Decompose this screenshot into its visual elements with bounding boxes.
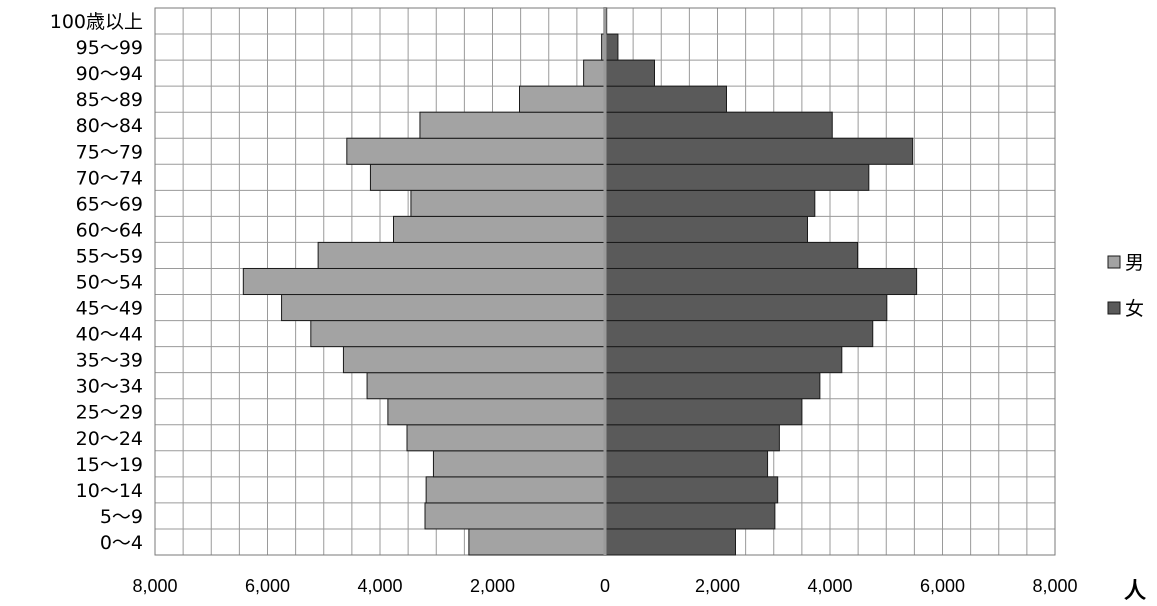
bar-male-4 [406, 424, 606, 452]
category-label: 100歳以上 [50, 11, 143, 33]
bar-female-17 [604, 85, 727, 113]
legend-swatch [1107, 301, 1121, 315]
category-label: 80〜84 [76, 115, 143, 137]
legend-label: 女 [1125, 298, 1144, 320]
x-tick-label: 4,000 [357, 576, 402, 596]
bar-male-18 [583, 59, 606, 87]
category-label: 55〜59 [76, 245, 143, 267]
bar-male-15 [346, 137, 606, 165]
category-label: 25〜29 [76, 402, 143, 424]
category-label: 50〜54 [76, 272, 143, 294]
bar-female-1 [604, 502, 776, 530]
tick-labels: 8,000 6,000 4,000 2,000 0 2,000 4,000 6,000 8,00… [132, 576, 1077, 596]
category-label: 35〜39 [76, 350, 143, 372]
bar-male-13 [410, 189, 606, 217]
bar-male-1 [424, 502, 606, 530]
bars [242, 7, 918, 556]
bar-male-7 [342, 346, 606, 374]
x-tick-label: 4,000 [807, 576, 852, 596]
bar-male-8 [310, 320, 606, 348]
x-tick-label: 6,000 [245, 576, 290, 596]
x-tick-label: 2,000 [470, 576, 515, 596]
bar-female-18 [604, 59, 655, 87]
bar-female-2 [604, 476, 779, 504]
category-labels: 0〜4 5〜9 10〜14 15〜19 20〜24 25〜29 30〜34 35〜39 40〜4… [50, 11, 143, 554]
category-label: 15〜19 [76, 454, 143, 476]
bar-male-6 [366, 372, 606, 400]
bar-female-4 [604, 424, 780, 452]
bar-male-17 [519, 85, 606, 113]
category-label: 85〜89 [76, 89, 143, 111]
legend-swatch [1107, 255, 1121, 269]
bar-female-6 [604, 372, 821, 400]
bar-female-10 [604, 267, 918, 296]
bar-female-13 [604, 189, 816, 217]
bar-male-2 [425, 476, 606, 504]
category-label: 75〜79 [76, 141, 143, 163]
category-label: 90〜94 [76, 63, 143, 85]
category-label: 40〜44 [76, 324, 143, 346]
category-label: 45〜49 [76, 298, 143, 320]
bar-female-19 [604, 33, 619, 61]
bar-female-11 [604, 241, 859, 269]
bar-male-14 [369, 163, 606, 191]
bar-female-5 [604, 398, 803, 426]
bar-female-12 [604, 215, 808, 243]
bar-female-0 [604, 528, 736, 556]
x-tick-label: 6,000 [920, 576, 965, 596]
legend: 男女 [1107, 252, 1144, 320]
category-label: 5〜9 [100, 506, 143, 528]
bar-female-14 [604, 163, 870, 191]
category-label: 65〜69 [76, 193, 143, 215]
bar-male-10 [242, 267, 606, 296]
category-label: 20〜24 [76, 428, 143, 450]
x-tick-label: 8,000 [1032, 576, 1077, 596]
bar-female-16 [604, 111, 833, 139]
x-tick-label: 0 [600, 576, 610, 596]
x-axis-unit-label: 人 [1124, 579, 1146, 604]
bar-male-3 [432, 450, 606, 478]
bar-female-15 [604, 137, 914, 165]
category-label: 95〜99 [76, 37, 143, 59]
bar-female-9 [604, 294, 888, 322]
x-tick-label: 8,000 [132, 576, 177, 596]
category-label: 60〜64 [76, 219, 143, 241]
bar-male-5 [387, 398, 606, 426]
bar-female-8 [604, 320, 874, 348]
bar-female-3 [604, 450, 769, 478]
bar-female-7 [604, 346, 843, 374]
category-label: 70〜74 [76, 167, 143, 189]
category-label: 30〜34 [76, 376, 143, 398]
category-label: 0〜4 [100, 532, 143, 554]
bar-male-16 [419, 111, 606, 139]
bar-male-0 [468, 528, 606, 556]
category-label: 10〜14 [76, 480, 143, 502]
bar-male-9 [281, 294, 606, 322]
legend-label: 男 [1125, 252, 1144, 274]
x-tick-label: 2,000 [695, 576, 740, 596]
bar-male-11 [317, 241, 606, 269]
bar-male-12 [393, 215, 606, 243]
